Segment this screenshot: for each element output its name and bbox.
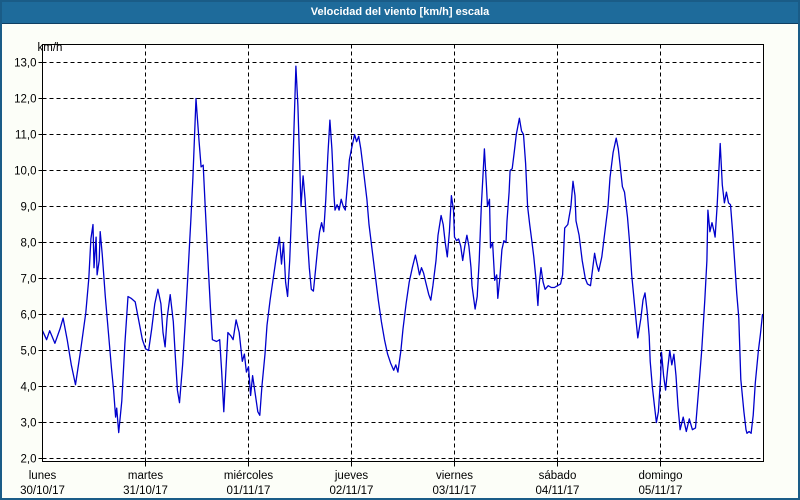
y-tick-label: 6,0 — [21, 310, 37, 322]
y-tick-label: 8,0 — [21, 238, 37, 250]
x-date-label: 05/11/17 — [639, 485, 683, 497]
y-tick-label: 10,0 — [14, 166, 36, 178]
y-tick-label: 4,0 — [21, 382, 37, 394]
y-tick-label: 9,0 — [21, 202, 37, 214]
x-day-label: jueves — [334, 470, 368, 482]
y-tick-label: 7,0 — [21, 274, 37, 286]
y-tick-label: 5,0 — [21, 346, 37, 358]
x-date-label: 30/10/17 — [20, 485, 65, 497]
x-day-label: viernes — [436, 470, 473, 482]
x-date-label: 31/10/17 — [123, 485, 168, 497]
chart-title: Velocidad del viento [km/h] escala — [310, 6, 490, 18]
y-tick-label: 3,0 — [21, 418, 37, 430]
x-day-label: domingo — [638, 470, 682, 482]
x-day-label: sábado — [539, 470, 577, 482]
x-day-label: miércoles — [224, 470, 273, 482]
y-axis-unit-label: km/h — [38, 42, 63, 54]
y-tick-label: 11,0 — [15, 130, 37, 142]
x-date-label: 02/11/17 — [330, 485, 374, 497]
wind-speed-chart: 13,0 12,0 11,0 10,0 9,0 8,0 7,0 6,0 5,0 4,0 3,0 2,0… — [14, 42, 764, 497]
x-date-label: 04/11/17 — [536, 485, 580, 497]
x-date-label: 01/11/17 — [227, 485, 271, 497]
wind-speed-line — [41, 65, 764, 434]
plot-background — [42, 44, 764, 462]
x-day-label: lunes — [29, 470, 57, 482]
x-date-label: 03/11/17 — [433, 485, 477, 497]
x-day-label: martes — [128, 470, 163, 482]
y-tick-label: 12,0 — [14, 94, 36, 106]
y-tick-label: 2,0 — [21, 454, 37, 466]
chart-area: 13,0 12,0 11,0 10,0 9,0 8,0 7,0 6,0 5,0 4,0 3,0 2,0… — [2, 24, 798, 498]
y-tick-label: 13,0 — [14, 58, 36, 70]
plot-frame — [42, 44, 764, 462]
chart-title-bar: Velocidad del viento [km/h] escala — [2, 2, 798, 24]
